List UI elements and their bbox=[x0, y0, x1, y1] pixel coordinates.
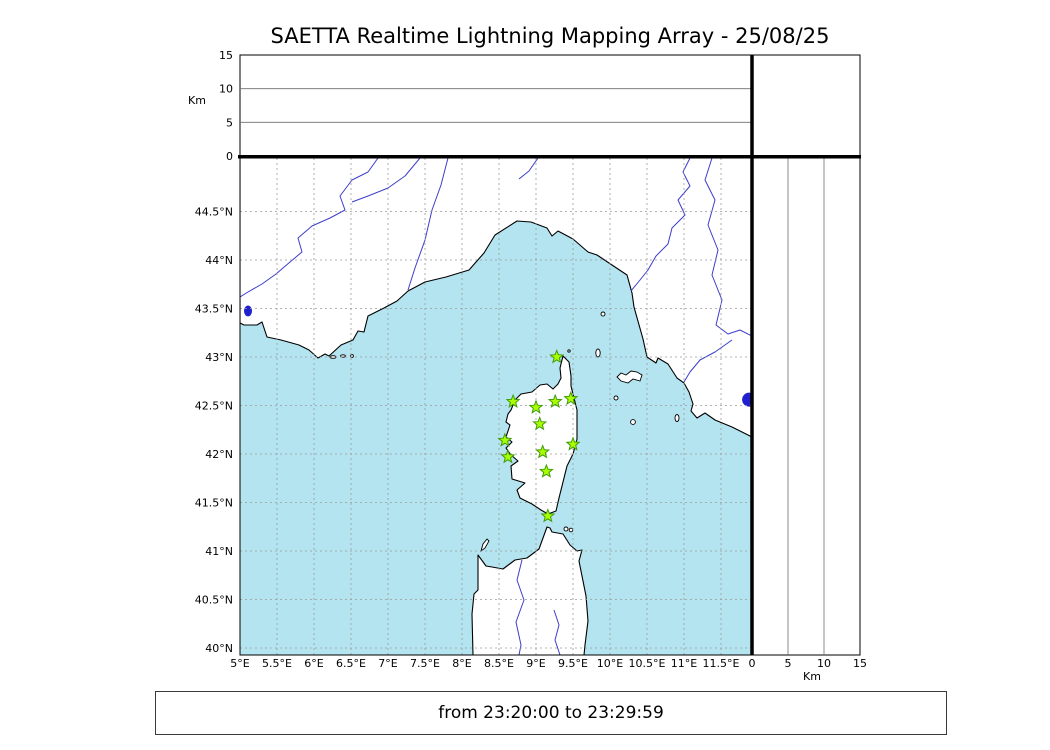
lon-tick-label: 10.5°E bbox=[629, 657, 666, 670]
page-title: SAETTA Realtime Lightning Mapping Array … bbox=[270, 24, 830, 48]
giglio-island bbox=[674, 414, 680, 422]
map-panel bbox=[240, 158, 752, 655]
lon-tick-label: 9.5°E bbox=[558, 657, 588, 670]
lon-tick-label: 10°E bbox=[597, 657, 623, 670]
altitude-tick-label: 15 bbox=[219, 49, 233, 62]
lat-tick-label: 44.5°N bbox=[195, 206, 233, 219]
right-km-tick-label: 15 bbox=[853, 657, 867, 670]
station-marker bbox=[500, 449, 516, 464]
lat-tick-label: 41°N bbox=[205, 545, 233, 558]
altitude-histogram-panel bbox=[751, 54, 861, 157]
lat-tick-label: 43.5°N bbox=[195, 303, 233, 316]
lon-tick-label: 7.5°E bbox=[410, 657, 440, 670]
elba-island bbox=[616, 370, 643, 384]
altitude-axis-label: Km bbox=[188, 94, 206, 107]
right-km-axis-label: Km bbox=[803, 670, 821, 683]
river bbox=[553, 609, 561, 655]
altitude-longitude-panel bbox=[239, 54, 753, 157]
river bbox=[630, 158, 691, 292]
altitude-latitude-panel bbox=[751, 157, 861, 656]
lat-tick-label: 41.5°N bbox=[195, 497, 233, 510]
station-marker bbox=[528, 399, 544, 414]
lon-tick-label: 7°E bbox=[378, 657, 397, 670]
station-marker bbox=[547, 393, 563, 409]
station-marker bbox=[563, 390, 579, 406]
altitude-panel-gridlines bbox=[240, 88, 752, 123]
altitude-tick-label: 0 bbox=[226, 150, 233, 163]
maddalena-island bbox=[563, 526, 569, 532]
gorgona-island bbox=[600, 311, 606, 317]
river bbox=[515, 559, 525, 655]
right-panel-gridlines bbox=[787, 158, 825, 655]
station-marker bbox=[565, 436, 581, 451]
map-gridlines bbox=[240, 158, 752, 655]
lon-tick-label: 5.5°E bbox=[262, 657, 292, 670]
lon-tick-label: 8.5°E bbox=[484, 657, 514, 670]
corsica-island bbox=[505, 355, 578, 515]
lat-tick-label: 40°N bbox=[205, 642, 233, 655]
lat-tick-label: 43°N bbox=[205, 351, 233, 364]
caprera-island bbox=[568, 527, 574, 533]
station-marker bbox=[497, 432, 513, 447]
right-km-tick-label: 0 bbox=[749, 657, 756, 670]
altitude-tick-label: 10 bbox=[219, 83, 233, 96]
station-marker bbox=[540, 508, 556, 523]
lon-tick-label: 11°E bbox=[671, 657, 697, 670]
asinara-island bbox=[480, 538, 490, 553]
station-marker bbox=[538, 463, 554, 478]
river bbox=[407, 158, 449, 291]
river bbox=[704, 158, 752, 337]
etang-de-berre-lake bbox=[244, 305, 252, 317]
pianosa-island bbox=[613, 395, 619, 401]
time-window-text: from 23:20:00 to 23:29:59 bbox=[438, 703, 664, 723]
station-marker bbox=[535, 444, 551, 459]
port-cros-island bbox=[340, 354, 346, 358]
giraglia-island bbox=[567, 349, 571, 353]
station-marker bbox=[505, 393, 521, 409]
axis-tick-labels: 5°E 5.5°E 6°E 6.5°E 7°E 7.5°E 8°E 8.5°E 9°E 9.5°E… bbox=[195, 49, 867, 670]
station-marker bbox=[549, 349, 565, 364]
lon-tick-label: 8°E bbox=[452, 657, 471, 670]
sardinia-island bbox=[471, 526, 589, 655]
rivers bbox=[240, 158, 752, 655]
lat-tick-label: 40.5°N bbox=[195, 594, 233, 607]
time-window-status: from 23:20:00 to 23:29:59 bbox=[155, 691, 947, 735]
continental-coastline bbox=[240, 158, 752, 438]
lon-tick-label: 6.5°E bbox=[336, 657, 366, 670]
river bbox=[518, 158, 539, 180]
right-km-tick-label: 5 bbox=[785, 657, 792, 670]
lake-marker-group bbox=[742, 392, 752, 407]
station-marker bbox=[532, 415, 548, 431]
montecristo-island bbox=[630, 419, 636, 425]
lake-dot bbox=[742, 392, 752, 407]
lat-tick-label: 42.5°N bbox=[195, 400, 233, 413]
lon-tick-label: 11.5°E bbox=[703, 657, 740, 670]
lon-tick-label: 5°E bbox=[230, 657, 249, 670]
lat-tick-label: 42°N bbox=[205, 448, 233, 461]
lon-tick-label: 6°E bbox=[304, 657, 323, 670]
altitude-tick-label: 5 bbox=[226, 116, 233, 129]
small-islands bbox=[329, 311, 680, 553]
lon-tick-label: 9°E bbox=[526, 657, 545, 670]
right-km-tick-label: 10 bbox=[817, 657, 831, 670]
station-markers bbox=[497, 349, 581, 523]
lat-tick-label: 44°N bbox=[205, 254, 233, 267]
capraia-island bbox=[595, 348, 601, 358]
river bbox=[240, 158, 379, 298]
